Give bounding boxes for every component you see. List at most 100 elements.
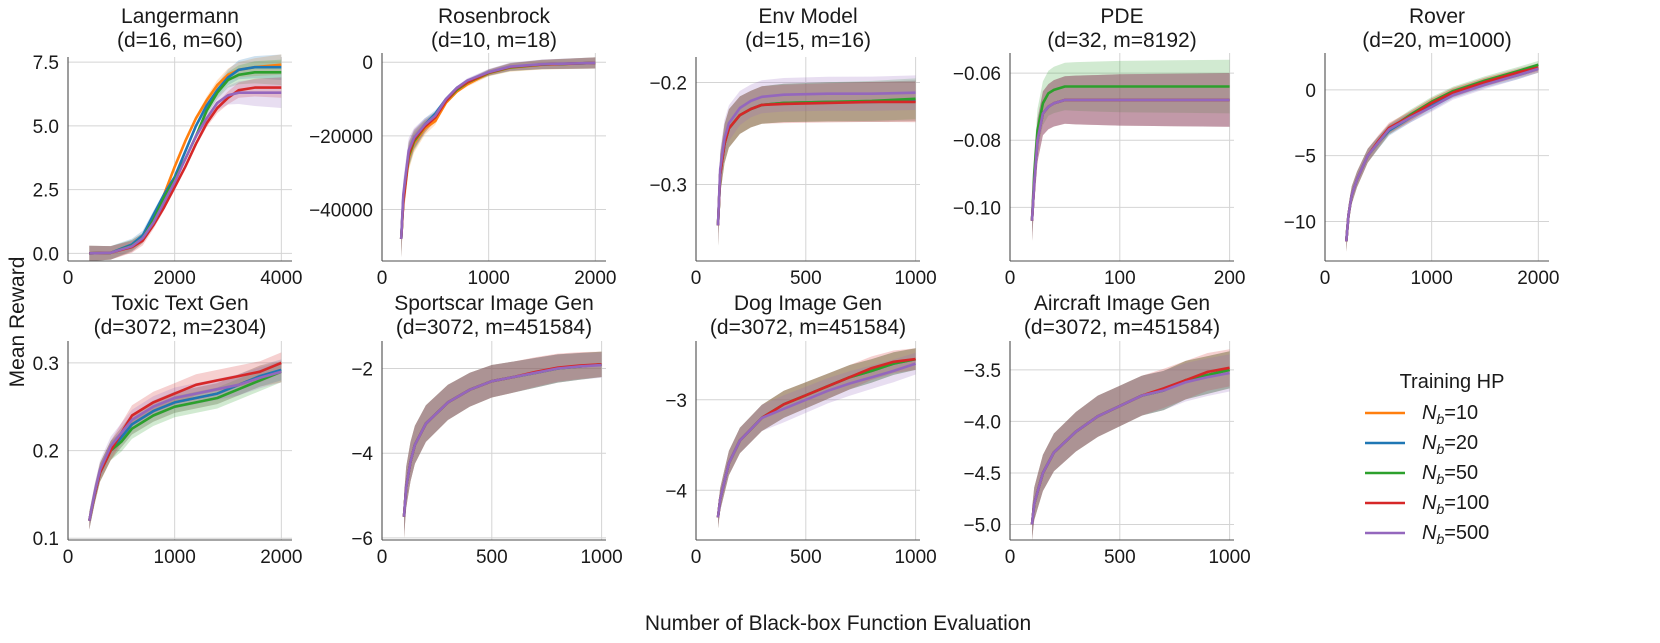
x-axis-label: Number of Black-box Function Evaluation <box>645 612 1031 635</box>
series-line-4 <box>399 61 596 239</box>
y-tick-label: 7.5 <box>33 53 59 74</box>
series-band-3 <box>1032 73 1230 241</box>
series-line-4 <box>1030 98 1230 221</box>
x-tick-label: 500 <box>1104 547 1136 568</box>
x-tick-label: 500 <box>476 547 508 568</box>
series-band-2 <box>1032 351 1230 540</box>
series-band-1 <box>718 80 916 246</box>
subplot-title-line: (d=16, m=60) <box>117 29 243 52</box>
y-tick-label: −0.10 <box>953 198 1001 219</box>
legend-label: Nb=10 <box>1422 402 1478 427</box>
series-band-0 <box>401 57 596 258</box>
subplot-title-line: Rover <box>1409 5 1465 28</box>
subplot-7: 0 500 1000 −3 −4 Dog Image Gen(d=3072, m=4515… <box>665 292 936 568</box>
series-line-4 <box>89 91 282 255</box>
subplot-title-line: (d=20, m=1000) <box>1362 29 1511 52</box>
x-tick-label: 1000 <box>1208 547 1250 568</box>
y-tick-label: −0.3 <box>649 176 687 197</box>
x-tick-label: 100 <box>1104 268 1136 289</box>
subplot-title-line: (d=32, m=8192) <box>1047 29 1196 52</box>
series-line-4 <box>88 370 282 521</box>
series-band-2 <box>401 57 596 258</box>
y-tick-label: 0.2 <box>33 442 59 463</box>
x-tick-label: 1000 <box>894 268 936 289</box>
y-tick-label: −5 <box>1294 147 1316 168</box>
series-band-1 <box>401 57 596 258</box>
series-band-4 <box>89 77 282 262</box>
x-tick-label: 1000 <box>154 547 196 568</box>
series-band-4 <box>1032 354 1230 540</box>
legend-title: Training HP <box>1400 371 1505 393</box>
series-band-1 <box>1032 73 1230 241</box>
series-line-4 <box>402 363 602 517</box>
subplot-title-line: (d=3072, m=2304) <box>94 316 267 339</box>
x-tick-label: 0 <box>691 268 702 289</box>
legend-label: Nb=500 <box>1422 522 1489 547</box>
series-line-4 <box>1030 371 1230 525</box>
subplot-3: 0 100 200 −0.10 −0.08 −0.06 PDE(d=32, m=8192) <box>953 5 1246 289</box>
y-tick-label: −0.06 <box>953 64 1001 85</box>
subplot-title-line: Langermann <box>121 5 239 28</box>
y-tick-label: −6 <box>351 529 373 550</box>
series-line-1 <box>89 65 282 255</box>
y-tick-label: 0 <box>1305 81 1316 102</box>
y-tick-label: −40000 <box>309 200 373 221</box>
y-tick-label: 0.0 <box>33 244 59 265</box>
x-tick-label: 0 <box>63 268 74 289</box>
series-band-4 <box>401 57 596 258</box>
subplot-0: 0 2000 4000 0.0 2.5 5.0 7.5 Langermann(d=16, m=… <box>33 5 303 289</box>
y-tick-label: −4 <box>351 444 373 465</box>
x-tick-label: 1000 <box>1411 268 1453 289</box>
series-band-2 <box>1032 59 1230 241</box>
y-tick-label: −4.0 <box>963 412 1001 433</box>
subplot-title-line: Sportscar Image Gen <box>394 292 594 315</box>
subplot-2: 0 500 1000 −0.3 −0.2 Env Model(d=15, m=16) <box>649 5 936 289</box>
subplot-5: 0 1000 2000 0.1 0.2 0.3 Toxic Text Gen(d=3072,… <box>33 292 303 568</box>
series-band-3 <box>718 81 916 246</box>
y-tick-label: −0.08 <box>953 131 1001 152</box>
y-tick-label: 0.1 <box>33 529 59 550</box>
y-axis-label: Mean Reward <box>6 257 29 388</box>
x-tick-label: 2000 <box>260 547 302 568</box>
y-tick-label: −3 <box>665 391 687 412</box>
x-tick-label: 500 <box>790 547 822 568</box>
series-line-2 <box>399 61 596 239</box>
x-tick-label: 2000 <box>574 268 616 289</box>
legend: Training HP Nb=10 Nb=20 Nb=50 Nb=100 Nb=500 <box>1365 371 1504 547</box>
subplot-title-line: (d=10, m=18) <box>431 29 557 52</box>
series-line-4 <box>1345 67 1539 242</box>
series-band-1 <box>1032 351 1230 540</box>
series-band-3 <box>89 77 282 262</box>
y-tick-label: 0 <box>362 53 373 74</box>
legend-item: Nb=20 <box>1365 432 1478 457</box>
subplot-title-line: Rosenbrock <box>438 5 551 28</box>
subplot-title-line: (d=3072, m=451584) <box>396 316 592 339</box>
series-line-4 <box>716 91 916 226</box>
x-tick-label: 0 <box>1320 268 1331 289</box>
x-tick-label: 4000 <box>260 268 302 289</box>
x-tick-label: 0 <box>377 268 388 289</box>
series-band-2 <box>718 348 916 529</box>
legend-label: Nb=20 <box>1422 432 1478 457</box>
series-line-1 <box>399 61 596 239</box>
series-line-2 <box>1345 63 1539 242</box>
y-tick-label: −0.2 <box>649 74 687 95</box>
y-tick-label: 2.5 <box>33 181 59 202</box>
y-tick-label: −3.5 <box>963 361 1001 382</box>
legend-item: Nb=500 <box>1365 522 1489 547</box>
series-band-4 <box>1032 73 1230 241</box>
x-tick-label: 1000 <box>580 547 622 568</box>
legend-item: Nb=100 <box>1365 492 1489 517</box>
x-tick-label: 2000 <box>1517 268 1559 289</box>
x-tick-label: 200 <box>1214 268 1246 289</box>
series-band-3 <box>401 57 596 258</box>
series-band-1 <box>89 54 282 261</box>
subplot-title-line: (d=3072, m=451584) <box>1024 316 1220 339</box>
subplot-title-line: Dog Image Gen <box>734 292 882 315</box>
subplot-1: 0 1000 2000 0 −20000 −40000 Rosenbrock(d=10, m… <box>309 5 616 289</box>
x-tick-label: 0 <box>377 547 388 568</box>
x-tick-label: 0 <box>691 547 702 568</box>
series-line-4 <box>716 362 917 518</box>
series-band-3 <box>1032 349 1230 540</box>
x-tick-label: 500 <box>790 268 822 289</box>
